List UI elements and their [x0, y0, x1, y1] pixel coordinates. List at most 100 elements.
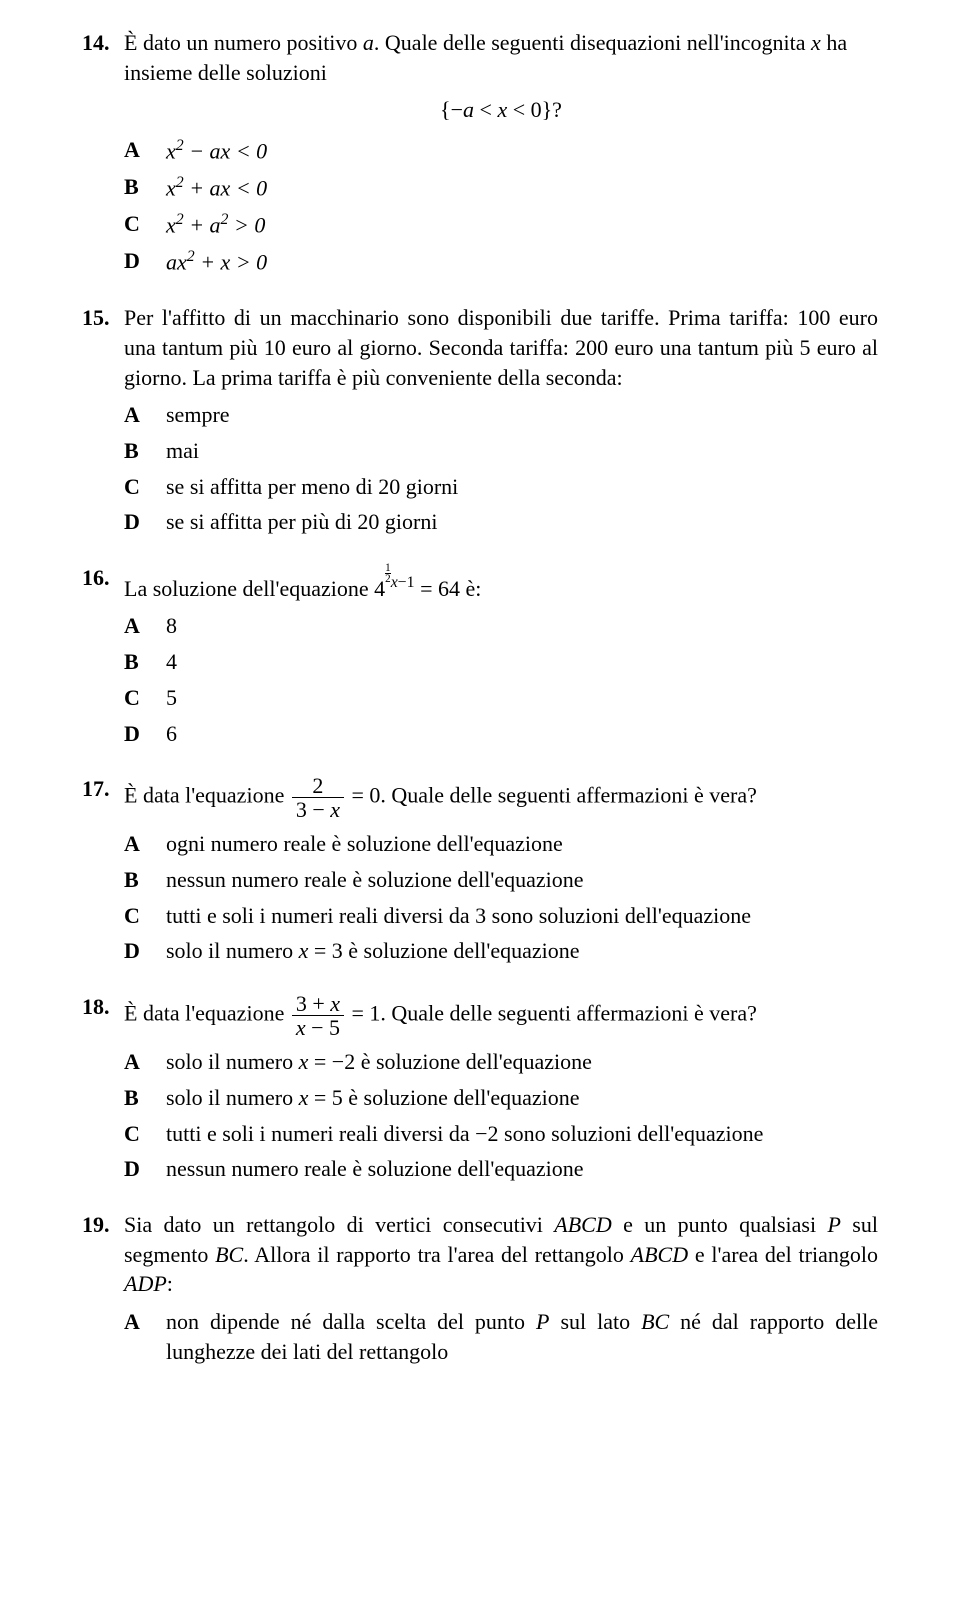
option-b: Bmai	[124, 436, 878, 466]
option-letter: B	[124, 436, 166, 466]
stem-text: . Quale delle seguenti disequazioni nell…	[374, 30, 811, 55]
stem-text: È data l'equazione	[124, 1001, 290, 1026]
option-text: mai	[166, 436, 878, 466]
option-d: Dnessun numero reale è soluzione dell'eq…	[124, 1154, 878, 1184]
option-b: Bnessun numero reale è soluzione dell'eq…	[124, 865, 878, 895]
option-text: nessun numero reale è soluzione dell'equ…	[166, 1154, 878, 1184]
stem-text: La soluzione dell'equazione 4	[124, 576, 385, 601]
question-15: 15. Per l'affitto di un macchinario sono…	[82, 303, 878, 543]
question-17: 17. È data l'equazione 23 − x = 0. Quale…	[82, 774, 878, 972]
options: Ax2 − ax < 0 Bx2 + ax < 0 Cx2 + a2 > 0 D…	[124, 135, 878, 277]
option-text: tutti e soli i numeri reali diversi da −…	[166, 1119, 878, 1149]
question-body: La soluzione dell'equazione 412x−1 = 64 …	[124, 563, 878, 754]
stem-text: = 1. Quale delle seguenti affermazioni è…	[346, 1001, 757, 1026]
question-stem: È data l'equazione 23 − x = 0. Quale del…	[124, 774, 878, 821]
fraction: 3 + xx − 5	[292, 992, 344, 1039]
question-stem: Sia dato un rettangolo di vertici consec…	[124, 1210, 878, 1299]
question-body: Per l'affitto di un macchinario sono dis…	[124, 303, 878, 543]
option-b: Bx2 + ax < 0	[124, 172, 878, 203]
option-c: Ctutti e soli i numeri reali diversi da …	[124, 1119, 878, 1149]
fraction: 23 − x	[292, 774, 344, 821]
stem-text: = 0. Quale delle seguenti affermazioni è…	[346, 783, 757, 808]
question-16: 16. La soluzione dell'equazione 412x−1 =…	[82, 563, 878, 754]
option-letter: C	[124, 683, 166, 713]
question-14: 14. È dato un numero positivo a. Quale d…	[82, 28, 878, 283]
question-body: È data l'equazione 3 + xx − 5 = 1. Quale…	[124, 992, 878, 1190]
var-a: a	[463, 97, 474, 122]
question-stem: È data l'equazione 3 + xx − 5 = 1. Quale…	[124, 992, 878, 1039]
options: Aogni numero reale è soluzione dell'equa…	[124, 829, 878, 966]
option-letter: C	[124, 209, 166, 240]
option-letter: A	[124, 400, 166, 430]
option-text: 4	[166, 647, 878, 677]
options: A8 B4 C5 D6	[124, 611, 878, 748]
option-c: C5	[124, 683, 878, 713]
option-letter: C	[124, 1119, 166, 1149]
option-letter: D	[124, 507, 166, 537]
option-text: x2 − ax < 0	[166, 135, 878, 166]
question-number: 14.	[82, 28, 124, 283]
question-number: 17.	[82, 774, 124, 972]
sup-end: −1	[398, 574, 415, 591]
numerator: 3 + x	[292, 992, 344, 1015]
option-letter: A	[124, 1307, 166, 1366]
option-a: Asempre	[124, 400, 878, 430]
question-number: 19.	[82, 1210, 124, 1372]
option-text: tutti e soli i numeri reali diversi da 3…	[166, 901, 878, 931]
option-letter: B	[124, 1083, 166, 1113]
option-b: B4	[124, 647, 878, 677]
option-letter: D	[124, 246, 166, 277]
options: Asempre Bmai Cse si affitta per meno di …	[124, 400, 878, 537]
option-a: Asolo il numero x = −2 è soluzione dell'…	[124, 1047, 878, 1077]
option-text: 5	[166, 683, 878, 713]
option-text: se si affitta per più di 20 giorni	[166, 507, 878, 537]
option-letter: A	[124, 611, 166, 641]
option-d: D6	[124, 719, 878, 749]
option-letter: B	[124, 172, 166, 203]
option-text: 6	[166, 719, 878, 749]
question-18: 18. È data l'equazione 3 + xx − 5 = 1. Q…	[82, 992, 878, 1190]
option-c: Cse si affitta per meno di 20 giorni	[124, 472, 878, 502]
option-text: ogni numero reale è soluzione dell'equaz…	[166, 829, 878, 859]
option-letter: D	[124, 719, 166, 749]
question-number: 16.	[82, 563, 124, 754]
option-c: Cx2 + a2 > 0	[124, 209, 878, 240]
option-text: se si affitta per meno di 20 giorni	[166, 472, 878, 502]
option-d: Dsolo il numero x = 3 è soluzione dell'e…	[124, 936, 878, 966]
option-letter: B	[124, 865, 166, 895]
center-equation: {−a < x < 0}?	[124, 95, 878, 125]
stem-text: = 64 è:	[415, 576, 482, 601]
option-letter: D	[124, 936, 166, 966]
question-stem: È dato un numero positivo a. Quale delle…	[124, 28, 878, 87]
sup-x: x	[391, 574, 398, 591]
option-d: Dax2 + x > 0	[124, 246, 878, 277]
option-letter: A	[124, 829, 166, 859]
question-number: 15.	[82, 303, 124, 543]
denominator: x − 5	[292, 1015, 344, 1039]
option-text: nessun numero reale è soluzione dell'equ…	[166, 865, 878, 895]
option-letter: D	[124, 1154, 166, 1184]
option-letter: B	[124, 647, 166, 677]
question-19: 19. Sia dato un rettangolo di vertici co…	[82, 1210, 878, 1372]
question-stem: Per l'affitto di un macchinario sono dis…	[124, 303, 878, 392]
option-c: Ctutti e soli i numeri reali diversi da …	[124, 901, 878, 931]
stem-text: È data l'equazione	[124, 783, 290, 808]
option-text: solo il numero x = 5 è soluzione dell'eq…	[166, 1083, 878, 1113]
option-text: sempre	[166, 400, 878, 430]
numerator: 2	[292, 774, 344, 797]
option-text: solo il numero x = 3 è soluzione dell'eq…	[166, 936, 878, 966]
option-text: x2 + ax < 0	[166, 172, 878, 203]
question-number: 18.	[82, 992, 124, 1190]
option-text: 8	[166, 611, 878, 641]
option-d: Dse si affitta per più di 20 giorni	[124, 507, 878, 537]
question-body: È data l'equazione 23 − x = 0. Quale del…	[124, 774, 878, 972]
denominator: 3 − x	[292, 797, 344, 821]
option-a: Aogni numero reale è soluzione dell'equa…	[124, 829, 878, 859]
option-letter: A	[124, 1047, 166, 1077]
option-a: Ax2 − ax < 0	[124, 135, 878, 166]
option-letter: A	[124, 135, 166, 166]
option-letter: C	[124, 472, 166, 502]
var-x: x	[811, 30, 821, 55]
option-letter: C	[124, 901, 166, 931]
var-a: a	[363, 30, 374, 55]
